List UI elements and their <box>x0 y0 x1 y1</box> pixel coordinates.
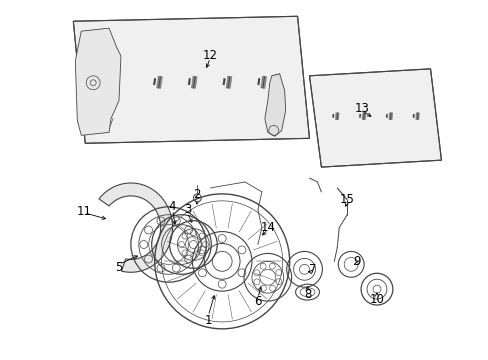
Polygon shape <box>264 74 285 136</box>
Text: 5: 5 <box>115 261 122 274</box>
Text: 11: 11 <box>77 205 92 218</box>
Text: 13: 13 <box>354 102 369 115</box>
Text: 1: 1 <box>204 314 212 327</box>
Text: 10: 10 <box>369 293 384 306</box>
Polygon shape <box>309 69 441 167</box>
Text: 15: 15 <box>339 193 354 206</box>
Text: 8: 8 <box>303 288 310 301</box>
Polygon shape <box>73 16 309 143</box>
Text: 12: 12 <box>203 49 217 63</box>
Text: 6: 6 <box>254 294 261 307</box>
Text: 4: 4 <box>168 200 176 213</box>
Text: 9: 9 <box>353 255 360 268</box>
Text: 7: 7 <box>308 263 316 276</box>
Text: 3: 3 <box>183 203 191 216</box>
Polygon shape <box>75 28 121 135</box>
Text: 14: 14 <box>260 221 275 234</box>
Text: 2: 2 <box>193 188 201 201</box>
Polygon shape <box>99 183 172 272</box>
